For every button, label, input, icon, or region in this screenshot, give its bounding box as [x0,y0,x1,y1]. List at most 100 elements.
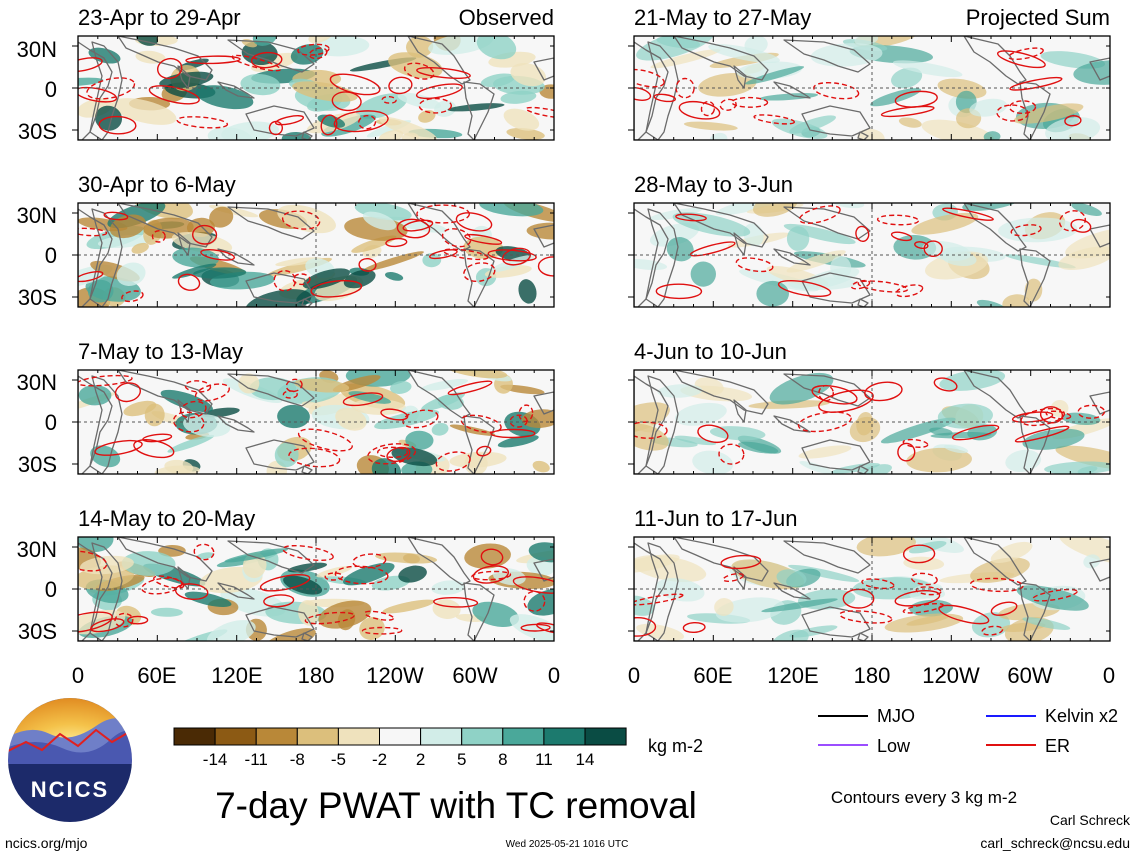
logo-text: NCICS [31,777,109,802]
panel-title: 7-May to 13-May [78,339,243,364]
lat-label-0: 0 [45,77,57,102]
land-outlines [634,370,1110,474]
colorbar-swatch [461,727,504,746]
colorbar-tick-label: -2 [372,750,387,769]
colorbar-swatch [379,727,422,746]
lat-label-30s: 30S [18,452,57,477]
er-contours [78,543,554,635]
lat-label-30n: 30N [17,537,57,562]
legend-label-mjo: MJO [877,706,915,726]
main-title: 7-day PWAT with TC removal [215,785,697,826]
lat-label-30n: 30N [17,37,57,62]
legend-item-er: ER [986,736,1070,756]
footer-timestamp: Wed 2025-05-21 1016 UTC [506,839,629,850]
map-panel [628,369,1111,475]
panel-title: 28-May to 3-Jun [634,172,793,197]
panel-title: 14-May to 20-May [78,506,255,531]
map-ticks [72,203,555,307]
lat-label-30s: 30S [18,285,57,310]
footer-site: ncics.org/mjo [5,835,88,851]
colorbar-swatch [502,727,545,746]
map-panel [628,202,1111,308]
map-panel [72,202,555,308]
ncics-logo: NCICS [6,696,134,824]
lon-label-180: 180 [298,663,335,688]
pwat-anomaly-shading [634,370,1110,474]
map-ticks [628,203,1111,307]
lon-label-0: 0 [72,663,84,688]
legend-label-kelvin: Kelvin x2 [1045,706,1118,726]
land-outlines [78,537,554,641]
map-panels: 23-Apr to 29-Apr Observed 30-Apr to 6-May 7… [72,5,1111,642]
panel-title: 11-Jun to 17-Jun [634,506,797,531]
longitude-axis-labels: 0 60E 120E 180 120W 60W 0 0 60E 120E 180… [72,663,1115,688]
map-panel [72,369,555,475]
map-panel [72,536,555,642]
lon-label-0: 0 [1103,663,1115,688]
er-contours [634,47,1082,127]
land-outlines [78,203,554,307]
lat-label-30s: 30S [18,119,57,144]
lon-label-120e: 120E [211,663,262,688]
colorbar-swatch [584,727,627,746]
legend-item-low: Low [818,736,911,756]
legend-label-er: ER [1045,736,1070,756]
colorbar-tick-label: 5 [457,750,466,769]
colorbar-tick-label: -11 [245,750,268,769]
land-outlines [78,36,554,140]
legend-label-low: Low [877,736,911,756]
colorbar-tick-label: 2 [416,750,425,769]
lon-label-120w: 120W [922,663,980,688]
map-ticks [628,537,1111,641]
lon-label-60e: 60E [137,663,176,688]
latitude-axis-labels: 30N 0 30S 30N 0 30S 30N 0 30S 30N 0 30S [17,37,57,644]
lon-label-0: 0 [548,663,560,688]
panel-title: 21-May to 27-May [634,5,811,30]
colorbar-swatch [420,727,463,746]
colorbar-swatch [214,727,257,746]
lat-label-0: 0 [45,410,57,435]
projected-label: Projected Sum [966,5,1110,30]
pwat-anomaly-shading [636,36,1110,140]
observed-label: Observed [459,5,554,30]
colorbar-swatch [337,727,380,746]
map-ticks [628,36,1111,140]
lat-label-30s: 30S [18,619,57,644]
er-contours [655,205,1092,300]
pwat-anomaly-shading [634,203,1110,307]
colorbar-tick-label: -8 [290,750,305,769]
map-panel [628,536,1111,642]
map-panel [628,35,1111,141]
footer-author: Carl Schreck [1050,812,1131,828]
colorbar-tick-label: -14 [203,750,228,769]
lon-label-0: 0 [628,663,640,688]
wave-legend: MJO Kelvin x2 Low ER [818,706,1118,756]
colorbar-swatch [296,727,339,746]
lat-label-30n: 30N [17,203,57,228]
colorbar-swatch [255,727,298,746]
legend-item-mjo: MJO [818,706,915,726]
footer-email: carl_schreck@ncsu.edu [980,835,1130,851]
colorbar-tick-label: 14 [576,750,595,769]
er-contours [634,544,1078,637]
map-ticks [72,370,555,474]
lon-label-120e: 120E [767,663,818,688]
colorbar-tick-label: -5 [331,750,346,769]
lon-label-60e: 60E [693,663,732,688]
lon-label-60w: 60W [452,663,497,688]
pwat-anomaly-shading [78,36,554,140]
lon-label-180: 180 [854,663,891,688]
legend-item-kelvin: Kelvin x2 [986,706,1118,726]
map-ticks [72,36,555,140]
colorbar-tick-label: 8 [498,750,507,769]
lat-label-0: 0 [45,577,57,602]
contour-interval-note: Contours every 3 kg m-2 [831,788,1017,807]
lon-label-120w: 120W [366,663,424,688]
map-ticks [72,537,555,641]
er-contours [78,43,554,136]
panel-title: 4-Jun to 10-Jun [634,339,787,364]
colorbar-swatch [543,727,586,746]
map-panel [72,35,555,141]
colorbar-swatch [173,727,216,746]
